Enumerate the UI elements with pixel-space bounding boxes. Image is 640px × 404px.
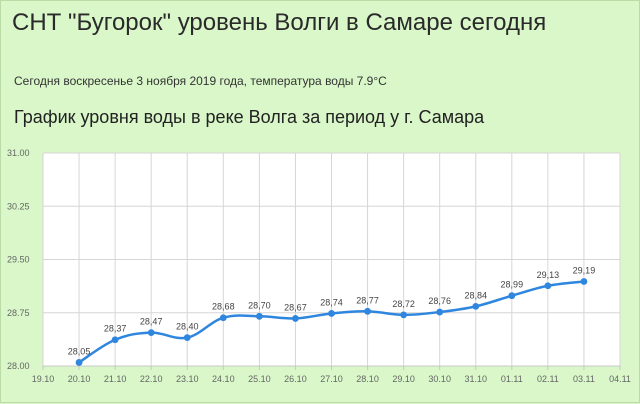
data-point[interactable] [472,302,480,310]
x-tick-label: 23.10 [176,374,199,384]
data-label: 28,74 [320,297,343,307]
x-tick-label: 27.10 [320,374,343,384]
data-label: 28,40 [176,322,199,332]
data-label: 28,76 [428,296,451,306]
page-title: СНТ "Бугорок" уровень Волги в Самаре сег… [12,9,547,36]
data-point[interactable] [292,315,299,322]
data-label: 28,05 [68,346,91,356]
data-point[interactable] [255,312,263,320]
y-tick-label: 31.00 [7,148,30,158]
data-label: 28,37 [104,324,127,334]
data-point[interactable] [183,334,191,341]
data-label: 28,68 [212,302,235,312]
data-label: 28,72 [392,299,415,309]
x-tick-label: 30.10 [428,374,451,384]
data-label: 28,77 [356,295,379,305]
x-tick-label: 25.10 [248,374,271,384]
y-tick-label: 30.25 [7,201,30,211]
data-point[interactable] [328,310,335,317]
chart-heading: График уровня воды в реке Волга за перио… [14,107,485,127]
x-tick-label: 22.10 [140,374,163,384]
data-label: 28,67 [284,302,307,312]
y-tick-label: 28.75 [7,308,30,318]
data-label: 28,99 [501,280,524,290]
x-tick-label: 20.10 [68,374,91,384]
x-tick-label: 31.10 [464,374,487,384]
data-point[interactable] [364,307,371,315]
data-point[interactable] [508,292,516,300]
data-label: 28,84 [464,290,487,300]
data-label: 28,47 [140,317,163,327]
y-tick-label: 28.00 [7,361,30,371]
data-label: 29,19 [573,266,596,276]
data-point[interactable] [544,282,552,290]
x-tick-label: 19.10 [32,374,55,384]
x-tick-label: 01.11 [501,374,523,384]
data-point[interactable] [400,311,408,319]
data-label: 28,70 [248,300,271,310]
data-point[interactable] [436,308,444,316]
page-subtitle: Сегодня воскресенье 3 ноября 2019 года, … [14,74,387,88]
data-point[interactable] [75,359,83,366]
x-tick-label: 24.10 [212,374,235,384]
x-tick-label: 21.10 [104,374,127,384]
data-point[interactable] [219,314,227,322]
x-tick-label: 29.10 [392,374,415,384]
x-tick-label: 03.11 [573,374,595,384]
y-tick-label: 29.50 [7,255,30,265]
x-tick-label: 04.11 [609,374,631,384]
data-point[interactable] [147,329,155,337]
x-tick-label: 02.11 [537,374,559,384]
x-tick-label: 28.10 [356,374,379,384]
data-label: 29,13 [537,270,560,280]
data-point[interactable] [111,336,119,344]
data-point[interactable] [580,278,588,285]
x-tick-label: 26.10 [284,374,307,384]
